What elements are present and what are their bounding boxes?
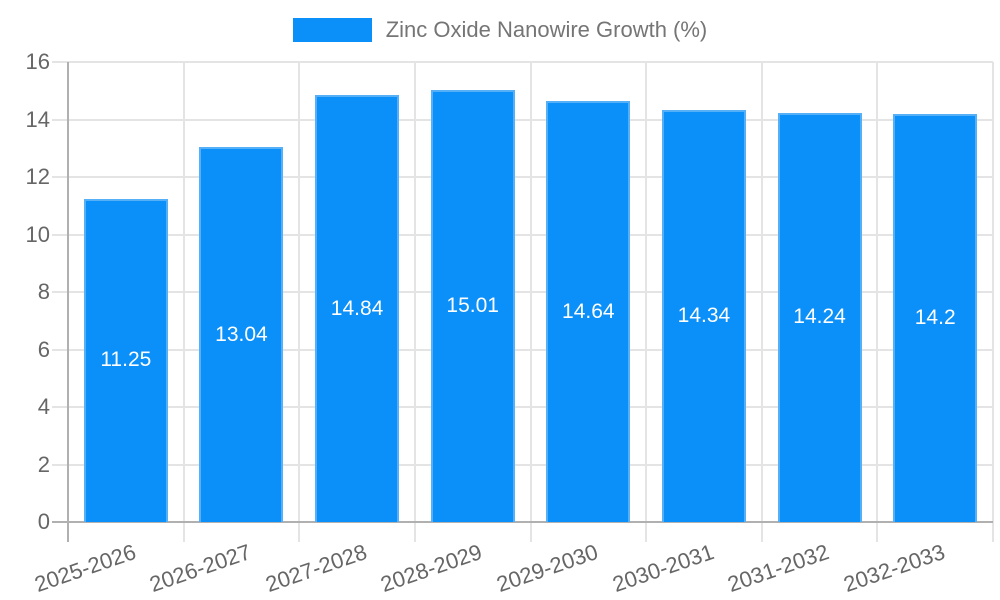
gridline-horizontal bbox=[52, 233, 993, 236]
bar[interactable] bbox=[893, 113, 978, 522]
gridline-horizontal bbox=[52, 176, 993, 178]
gridline-vertical bbox=[876, 62, 879, 542]
x-axis-tick-label: 2025-2026 bbox=[31, 539, 139, 597]
bar-value-label: 13.04 bbox=[215, 322, 268, 346]
bar-value-label: 11.25 bbox=[100, 348, 152, 372]
legend-swatch bbox=[292, 18, 372, 42]
x-axis-tick-label: 2029-2030 bbox=[493, 539, 602, 597]
x-axis-line bbox=[52, 521, 993, 523]
bar-value-label: 15.01 bbox=[446, 294, 499, 318]
y-axis-tick-label: 10 bbox=[25, 221, 50, 247]
bar-value-label: 14.34 bbox=[677, 303, 731, 327]
bar[interactable] bbox=[546, 101, 631, 522]
y-axis-tick-label: 12 bbox=[25, 164, 50, 189]
y-axis-tick-label: 16 bbox=[25, 49, 50, 74]
gridline-vertical bbox=[645, 62, 648, 542]
y-axis-tick-label: 6 bbox=[37, 336, 50, 362]
gridline-horizontal bbox=[52, 348, 993, 351]
x-axis-tick-label: 2032-2033 bbox=[840, 539, 949, 597]
gridline-vertical bbox=[298, 62, 301, 542]
x-axis-tick-label: 2031-2032 bbox=[724, 539, 833, 597]
bar[interactable] bbox=[777, 112, 862, 522]
x-axis-tick-label: 2027-2028 bbox=[262, 539, 370, 597]
gridline-vertical bbox=[413, 62, 416, 542]
y-axis-tick-label: 4 bbox=[37, 394, 50, 419]
bar[interactable] bbox=[199, 147, 284, 522]
gridline-horizontal bbox=[52, 291, 993, 293]
gridline-vertical bbox=[529, 62, 532, 542]
bar[interactable] bbox=[661, 109, 746, 522]
x-axis-tick-label: 2026-2027 bbox=[146, 539, 255, 597]
bar-value-label: 14.24 bbox=[793, 305, 846, 329]
gridline-horizontal bbox=[52, 118, 993, 121]
bar[interactable] bbox=[315, 95, 400, 522]
x-axis-tick-label: 2028-2029 bbox=[377, 539, 486, 597]
gridline-horizontal bbox=[52, 406, 993, 408]
bar[interactable] bbox=[83, 198, 168, 522]
x-axis-tick-label: 2030-2031 bbox=[609, 539, 717, 597]
bar-value-label: 14.2 bbox=[914, 305, 956, 329]
y-axis-tick-label: 2 bbox=[37, 451, 50, 477]
gridline-horizontal bbox=[52, 61, 993, 63]
gridline-vertical bbox=[992, 62, 994, 542]
y-axis-line bbox=[67, 62, 69, 542]
bar-value-label: 14.64 bbox=[562, 299, 615, 323]
legend-label: Zinc Oxide Nanowire Growth (%) bbox=[385, 17, 708, 42]
y-axis-tick-label: 14 bbox=[25, 106, 50, 132]
y-axis-tick-label: 8 bbox=[37, 279, 50, 304]
gridline-vertical bbox=[760, 62, 763, 542]
gridline-vertical bbox=[182, 62, 185, 542]
gridline-horizontal bbox=[52, 463, 993, 466]
legend[interactable]: Zinc Oxide Nanowire Growth (%) bbox=[0, 17, 1000, 43]
y-axis-tick-label: 0 bbox=[37, 509, 50, 534]
bar[interactable] bbox=[430, 90, 515, 522]
bar-value-label: 14.84 bbox=[330, 296, 384, 320]
